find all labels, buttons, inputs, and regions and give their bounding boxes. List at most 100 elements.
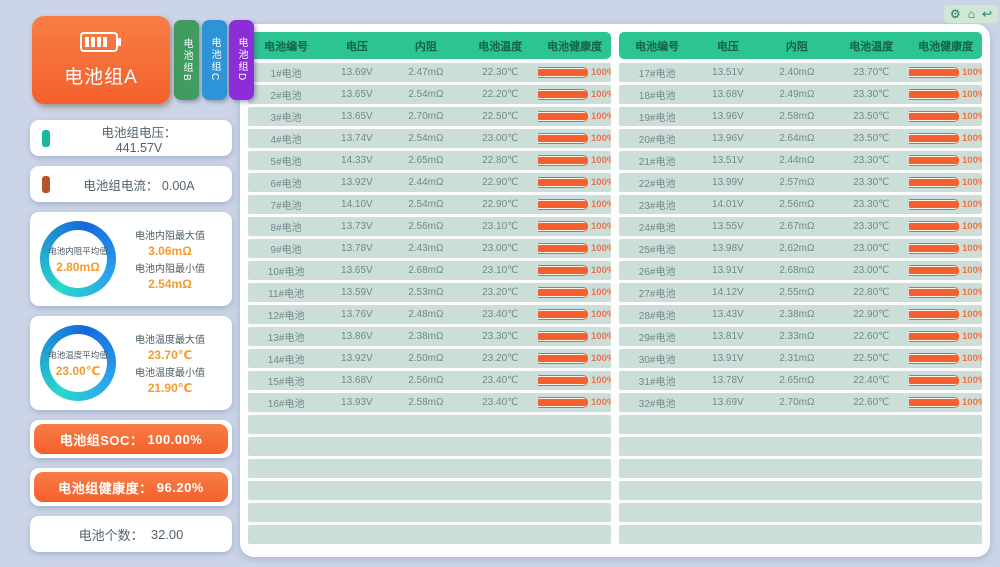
cell-health: 100%	[909, 265, 982, 276]
cell-voltage: 14.33V	[341, 155, 373, 166]
temperature-gauge-card: 电池温度平均值 23.00℃ 电池温度最大值 23.70℃ 电池温度最小值 21…	[30, 316, 232, 410]
cell-health: 100%	[909, 331, 982, 342]
cell-id: 24#电池	[638, 223, 676, 234]
cell-temperature: 22.50℃	[853, 353, 890, 364]
cell-temperature: 23.50℃	[853, 133, 890, 144]
cell-voltage: 13.65V	[341, 89, 373, 100]
cell-id: 10#电池	[267, 267, 305, 278]
empty-row	[248, 415, 611, 434]
cell-resistance: 2.64mΩ	[779, 133, 815, 144]
health-bar-icon	[538, 243, 588, 254]
table-row: 31#电池 13.78V 2.65mΩ 22.40℃ 100%	[619, 371, 982, 390]
gear-icon[interactable]: ⚙	[949, 7, 961, 21]
cell-id: 26#电池	[638, 267, 676, 278]
table-row: 26#电池 13.91V 2.68mΩ 23.00℃ 100%	[619, 261, 982, 280]
health-bar-icon	[909, 243, 959, 254]
cell-id: 1#电池	[270, 69, 302, 80]
table-row: 11#电池 13.59V 2.53mΩ 23.20℃ 100%	[248, 283, 611, 302]
tab-battery-group-d[interactable]: 电池组D	[229, 20, 254, 100]
sidebar: 电池组A 电池组B 电池组C 电池组D 电池组电压： 441.57V 电池组电流…	[30, 12, 254, 562]
cell-health: 100%	[538, 133, 611, 144]
group-current-text: 电池组电流： 0.00A	[78, 175, 200, 194]
health-bar-icon	[909, 309, 959, 320]
empty-row	[248, 525, 611, 544]
cell-health: 100%	[538, 89, 611, 100]
resistance-stats: 电池内阻最大值 3.06mΩ 电池内阻最小值 2.54mΩ	[116, 227, 224, 291]
health-bar-icon	[538, 133, 588, 144]
health-percent: 100%	[591, 353, 611, 364]
cell-health: 100%	[538, 397, 611, 408]
table-row: 18#电池 13.68V 2.49mΩ 23.30℃ 100%	[619, 85, 982, 104]
health-bar-icon	[538, 375, 588, 386]
cell-health: 100%	[909, 309, 982, 320]
cell-temperature: 23.50℃	[853, 111, 890, 122]
voltage-battery-icon	[42, 129, 50, 147]
temperature-ring-gauge: 电池温度平均值 23.00℃	[40, 325, 116, 401]
column-header: 电池健康度	[547, 40, 603, 53]
cell-temperature: 23.30℃	[482, 331, 519, 342]
cell-id: 25#电池	[638, 245, 676, 256]
cell-health: 100%	[909, 221, 982, 232]
cell-id: 29#电池	[638, 333, 676, 344]
health-percent: 100%	[591, 309, 611, 320]
cell-resistance: 2.70mΩ	[408, 111, 444, 122]
table-row: 2#电池 13.65V 2.54mΩ 22.20℃ 100%	[248, 85, 611, 104]
cell-temperature: 23.00℃	[853, 243, 890, 254]
cell-temperature: 22.80℃	[853, 287, 890, 298]
health-bar-icon	[909, 111, 959, 122]
cell-voltage: 13.78V	[341, 243, 373, 254]
cell-temperature: 22.90℃	[482, 199, 519, 210]
cell-id: 19#电池	[638, 113, 676, 124]
health-bar-icon	[538, 397, 588, 408]
cell-id: 18#电池	[638, 91, 676, 102]
cell-voltage: 13.96V	[712, 111, 744, 122]
health-percent: 100%	[962, 155, 982, 166]
cell-voltage: 13.51V	[712, 67, 744, 78]
cell-id: 13#电池	[267, 333, 305, 344]
health-percent: 100%	[962, 199, 982, 210]
home-icon[interactable]: ⌂	[967, 7, 975, 21]
cell-resistance: 2.38mΩ	[408, 331, 444, 342]
health-percent: 100%	[591, 155, 611, 166]
return-icon[interactable]: ↩	[981, 7, 992, 21]
empty-row	[619, 525, 982, 544]
cell-resistance: 2.55mΩ	[779, 287, 815, 298]
cell-health: 100%	[909, 353, 982, 364]
cell-temperature: 23.40℃	[482, 375, 519, 386]
resistance-max-value: 3.06mΩ	[148, 244, 192, 258]
cell-id: 30#电池	[638, 355, 676, 366]
cell-voltage: 13.91V	[712, 353, 744, 364]
column-header: 电池编号	[264, 40, 309, 53]
cell-voltage: 13.68V	[341, 375, 373, 386]
table-row: 16#电池 13.93V 2.58mΩ 23.40℃ 100%	[248, 393, 611, 412]
cell-voltage: 13.65V	[341, 111, 373, 122]
cell-temperature: 23.10℃	[482, 265, 519, 276]
cell-resistance: 2.54mΩ	[408, 89, 444, 100]
cell-id: 23#电池	[638, 201, 676, 212]
cell-voltage: 13.69V	[712, 397, 744, 408]
cell-resistance: 2.54mΩ	[408, 133, 444, 144]
health-bar-icon	[909, 67, 959, 78]
soc-card: 电池组SOC： 100.00%	[30, 420, 232, 458]
cell-health: 100%	[538, 199, 611, 210]
health-percent: 100%	[591, 177, 611, 188]
cell-health: 100%	[909, 133, 982, 144]
tab-battery-group-c[interactable]: 电池组C	[202, 20, 227, 100]
health-percent: 100%	[962, 309, 982, 320]
empty-row	[248, 503, 611, 522]
cell-temperature: 23.30℃	[853, 199, 890, 210]
health-bar-icon	[909, 155, 959, 166]
table-row: 13#电池 13.86V 2.38mΩ 23.30℃ 100%	[248, 327, 611, 346]
cell-temperature: 23.00℃	[482, 243, 519, 254]
table-row: 12#电池 13.76V 2.48mΩ 23.40℃ 100%	[248, 305, 611, 324]
tab-battery-group-a[interactable]: 电池组A	[32, 16, 170, 104]
cell-health: 100%	[538, 155, 611, 166]
tab-battery-group-b[interactable]: 电池组B	[174, 20, 199, 100]
table-row: 14#电池 13.92V 2.50mΩ 23.20℃ 100%	[248, 349, 611, 368]
cell-id: 31#电池	[638, 377, 676, 388]
cell-health: 100%	[909, 111, 982, 122]
resistance-avg-value: 2.80mΩ	[56, 259, 100, 274]
health-bar-icon	[538, 199, 588, 210]
cell-temperature: 23.00℃	[853, 265, 890, 276]
table-row: 21#电池 13.51V 2.44mΩ 23.30℃ 100%	[619, 151, 982, 170]
